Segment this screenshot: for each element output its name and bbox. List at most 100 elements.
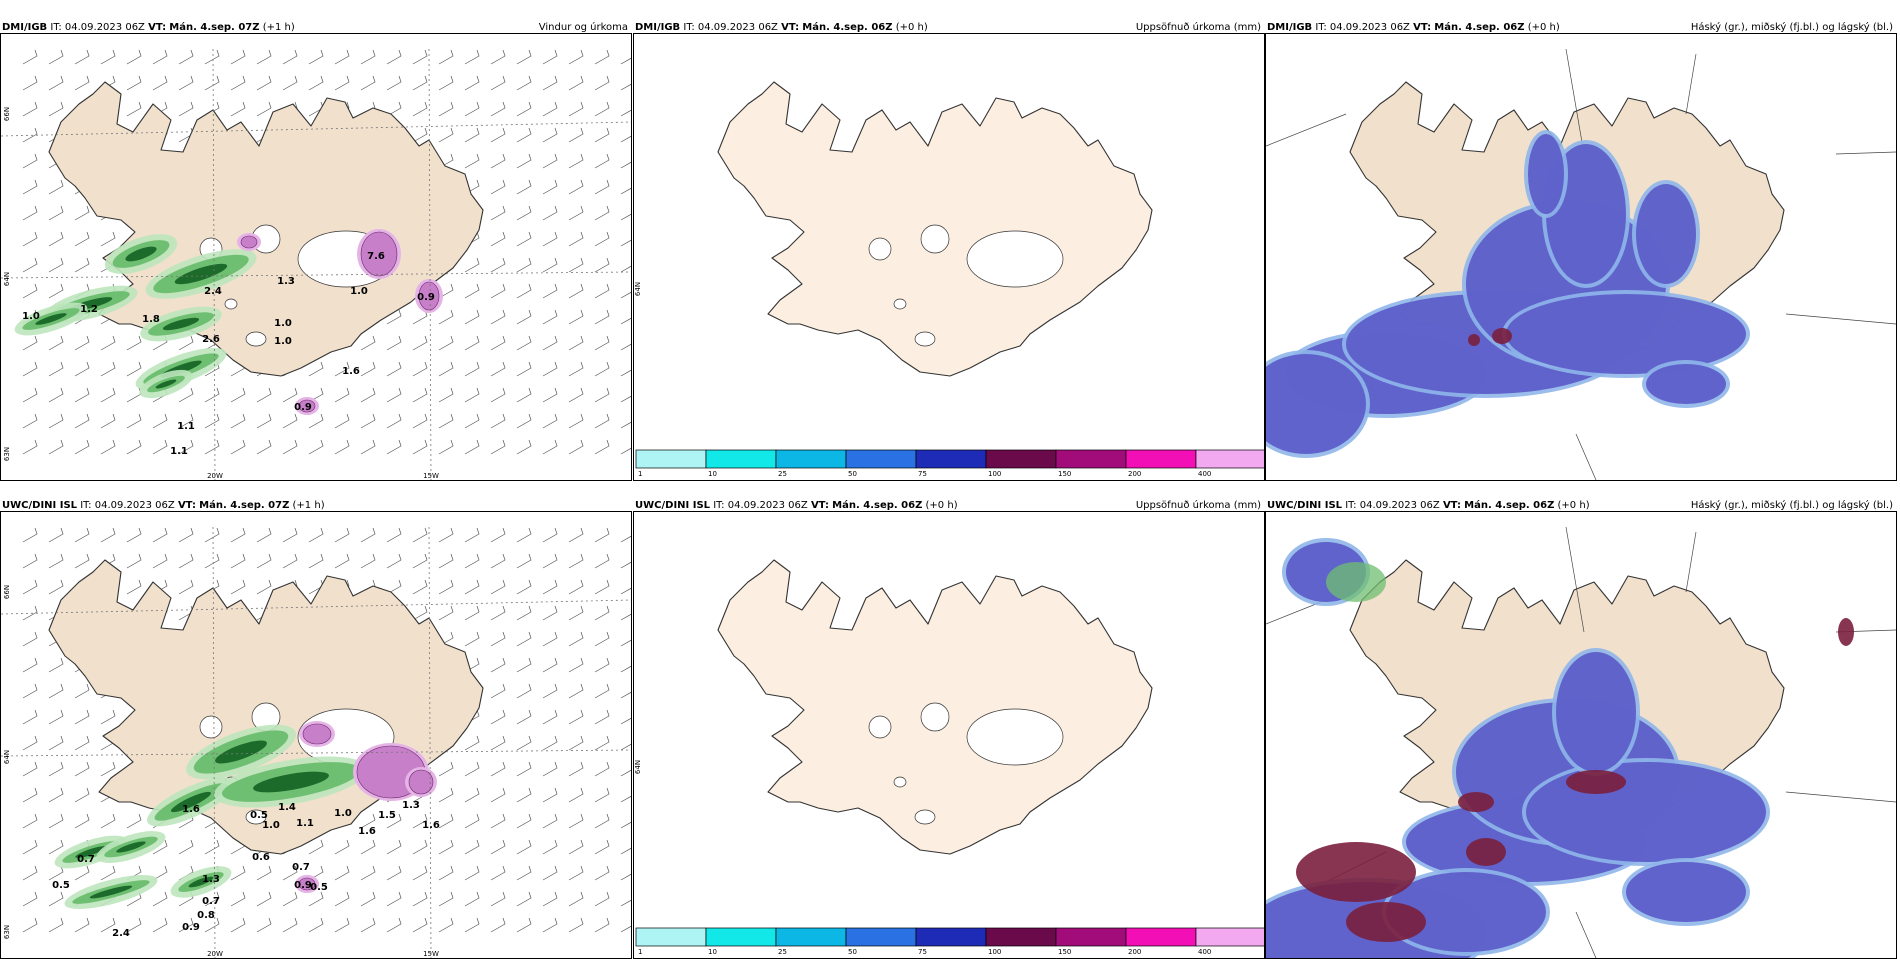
panel-header: UWC/DINI ISL IT: 04.09.2023 06Z VT: Mán.… bbox=[635, 500, 958, 511]
colorbar-swatch bbox=[1125, 927, 1197, 947]
map-accum-dmi: 64N 1 10 25 50 75 100 150 200 400 bbox=[634, 81, 1264, 478]
colorbar-swatch bbox=[845, 927, 917, 947]
precipitation-areas bbox=[54, 721, 437, 909]
precip-value: 1.1 bbox=[296, 818, 314, 829]
lat-lon-grid: 20W 15W 66N 64N 63N bbox=[1, 48, 631, 480]
precip-value: 1.0 bbox=[22, 311, 40, 322]
colorbar-tick: 50 bbox=[848, 470, 857, 478]
colorbar-swatch bbox=[775, 927, 847, 947]
colorbar-swatch bbox=[775, 449, 847, 469]
cloud-cover bbox=[1266, 526, 1896, 958]
colorbar-tick: 200 bbox=[1128, 948, 1141, 956]
precip-value: 1.6 bbox=[342, 366, 360, 377]
lon-label: 20W bbox=[207, 950, 223, 958]
panel-title: Vindur og úrkoma bbox=[538, 22, 628, 33]
precip-value: 1.0 bbox=[274, 336, 292, 347]
lon-label: 15W bbox=[423, 950, 439, 958]
colorbar-tick: 25 bbox=[778, 470, 787, 478]
colorbar-swatch bbox=[845, 449, 917, 469]
colorbar-tick: 100 bbox=[988, 470, 1001, 478]
precip-value: 0.5 bbox=[250, 810, 268, 821]
panel-accum-dmi: DMI/IGB IT: 04.09.2023 06Z VT: Mán. 4.se… bbox=[633, 18, 1265, 481]
precip-value: 1.8 bbox=[142, 314, 160, 325]
precip-value: 1.0 bbox=[334, 808, 352, 819]
map-frame bbox=[1265, 511, 1897, 959]
colorbar-tick: 150 bbox=[1058, 470, 1071, 478]
colorbar-tick: 25 bbox=[778, 948, 787, 956]
precip-value: 0.9 bbox=[294, 402, 312, 413]
colorbar-tick: 400 bbox=[1198, 470, 1211, 478]
lat-label: 63N bbox=[3, 925, 11, 939]
colorbar-tick: 50 bbox=[848, 948, 857, 956]
precip-value: 1.2 bbox=[80, 304, 98, 315]
colorbar-swatch bbox=[1055, 449, 1127, 469]
panel-header: UWC/DINI ISL IT: 04.09.2023 06Z VT: Mán.… bbox=[1267, 500, 1590, 511]
colorbar: 1 10 25 50 75 100 150 200 400 bbox=[635, 449, 1264, 478]
panel-wind-dmi: DMI/IGB IT: 04.09.2023 06Z VT: Mán. 4.se… bbox=[0, 18, 632, 481]
precip-value: 0.9 bbox=[182, 922, 200, 933]
colorbar-tick: 100 bbox=[988, 948, 1001, 956]
colorbar-swatch bbox=[1125, 449, 1197, 469]
colorbar: 1 10 25 50 75 100 150 200 400 bbox=[635, 927, 1264, 956]
map-cloud-uwc bbox=[1266, 526, 1896, 958]
precip-value: 1.4 bbox=[278, 802, 296, 813]
map-frame bbox=[1265, 33, 1897, 481]
precip-value: 1.3 bbox=[202, 874, 220, 885]
lat-label: 66N bbox=[3, 107, 11, 121]
precip-value: 2.6 bbox=[202, 334, 220, 345]
colorbar-swatch bbox=[915, 449, 987, 469]
panel-header: DMI/IGB IT: 04.09.2023 06Z VT: Mán. 4.se… bbox=[635, 22, 928, 33]
precip-value: 0.7 bbox=[292, 862, 310, 873]
precip-value: 1.6 bbox=[182, 804, 200, 815]
glaciers bbox=[868, 702, 1064, 825]
precip-value: 1.6 bbox=[422, 820, 440, 831]
colorbar-swatch bbox=[635, 927, 707, 947]
precipitation-areas bbox=[14, 229, 443, 415]
precip-value: 0.7 bbox=[77, 854, 95, 865]
panel-header: DMI/IGB IT: 04.09.2023 06Z VT: Mán. 4.se… bbox=[2, 22, 295, 33]
panel-title: Uppsöfnuð úrkoma (mm) bbox=[1135, 22, 1261, 33]
precip-value: 1.6 bbox=[358, 826, 376, 837]
colorbar-tick: 75 bbox=[918, 948, 927, 956]
colorbar-swatch bbox=[1195, 927, 1264, 947]
colorbar-swatch bbox=[705, 927, 777, 947]
precip-value: 0.9 bbox=[417, 292, 435, 303]
panel-header: DMI/IGB IT: 04.09.2023 06Z VT: Mán. 4.se… bbox=[1267, 22, 1560, 33]
glaciers bbox=[868, 224, 1064, 347]
colorbar-swatch bbox=[1195, 449, 1264, 469]
colorbar-swatch bbox=[985, 449, 1057, 469]
lon-label: 20W bbox=[207, 472, 223, 480]
precip-value: 1.3 bbox=[402, 800, 420, 811]
colorbar-tick: 1 bbox=[638, 948, 642, 956]
lat-label: 64N bbox=[634, 760, 642, 774]
precip-value: 7.6 bbox=[367, 251, 385, 262]
precip-value: 0.5 bbox=[52, 880, 70, 891]
precip-value-labels: 1.60.51.01.41.11.01.61.51.31.60.90.70.60… bbox=[52, 800, 440, 939]
precip-value: 0.6 bbox=[252, 852, 270, 863]
colorbar-tick: 10 bbox=[708, 948, 717, 956]
map-frame: 20W 15W 66N 64N 63N 1.6 0.5 1.0 1.4 1.1 1.0 1.6 1.5 1… bbox=[0, 511, 632, 959]
lat-label: 64N bbox=[634, 282, 642, 296]
panel-title: Uppsöfnuð úrkoma (mm) bbox=[1135, 500, 1261, 511]
panel-header: UWC/DINI ISL IT: 04.09.2023 06Z VT: Mán.… bbox=[2, 500, 325, 511]
map-frame: 64N 1 10 25 50 75 100 150 200 400 bbox=[633, 33, 1265, 481]
precip-value: 0.5 bbox=[310, 882, 328, 893]
map-wind-dmi: 20W 15W66N64N63N1.01.21.82.41.31.62.61.01… bbox=[1, 48, 631, 480]
colorbar-tick: 75 bbox=[918, 470, 927, 478]
precip-value: 0.8 bbox=[197, 910, 215, 921]
precip-value: 1.3 bbox=[277, 276, 295, 287]
panel-title: Háský (gr.), miðský (fj.bl.) og lágský (… bbox=[1690, 22, 1893, 33]
lat-label: 64N bbox=[3, 750, 11, 764]
colorbar-swatch bbox=[985, 927, 1057, 947]
colorbar-swatch bbox=[635, 449, 707, 469]
colorbar-tick: 150 bbox=[1058, 948, 1071, 956]
colorbar-swatch bbox=[705, 449, 777, 469]
map-wind-uwc: 20W 15W66N64N63N1.60.51.01.41.11.01.61.51… bbox=[1, 526, 631, 958]
panel-cloud-dmi: DMI/IGB IT: 04.09.2023 06Z VT: Mán. 4.se… bbox=[1265, 18, 1897, 481]
map-frame: 64N 1 10 25 50 75 100 150 200 400 bbox=[633, 511, 1265, 959]
precip-value: 1.5 bbox=[378, 810, 396, 821]
map-frame: 20W 15W 66N 64N 63N 1.0 1.2 1.8 2.4 1.3 1.6 2.6 1.0 1… bbox=[0, 33, 632, 481]
colorbar-tick: 200 bbox=[1128, 470, 1141, 478]
colorbar-swatch bbox=[1055, 927, 1127, 947]
panel-cloud-uwc: UWC/DINI ISL IT: 04.09.2023 06Z VT: Mán.… bbox=[1265, 496, 1897, 959]
